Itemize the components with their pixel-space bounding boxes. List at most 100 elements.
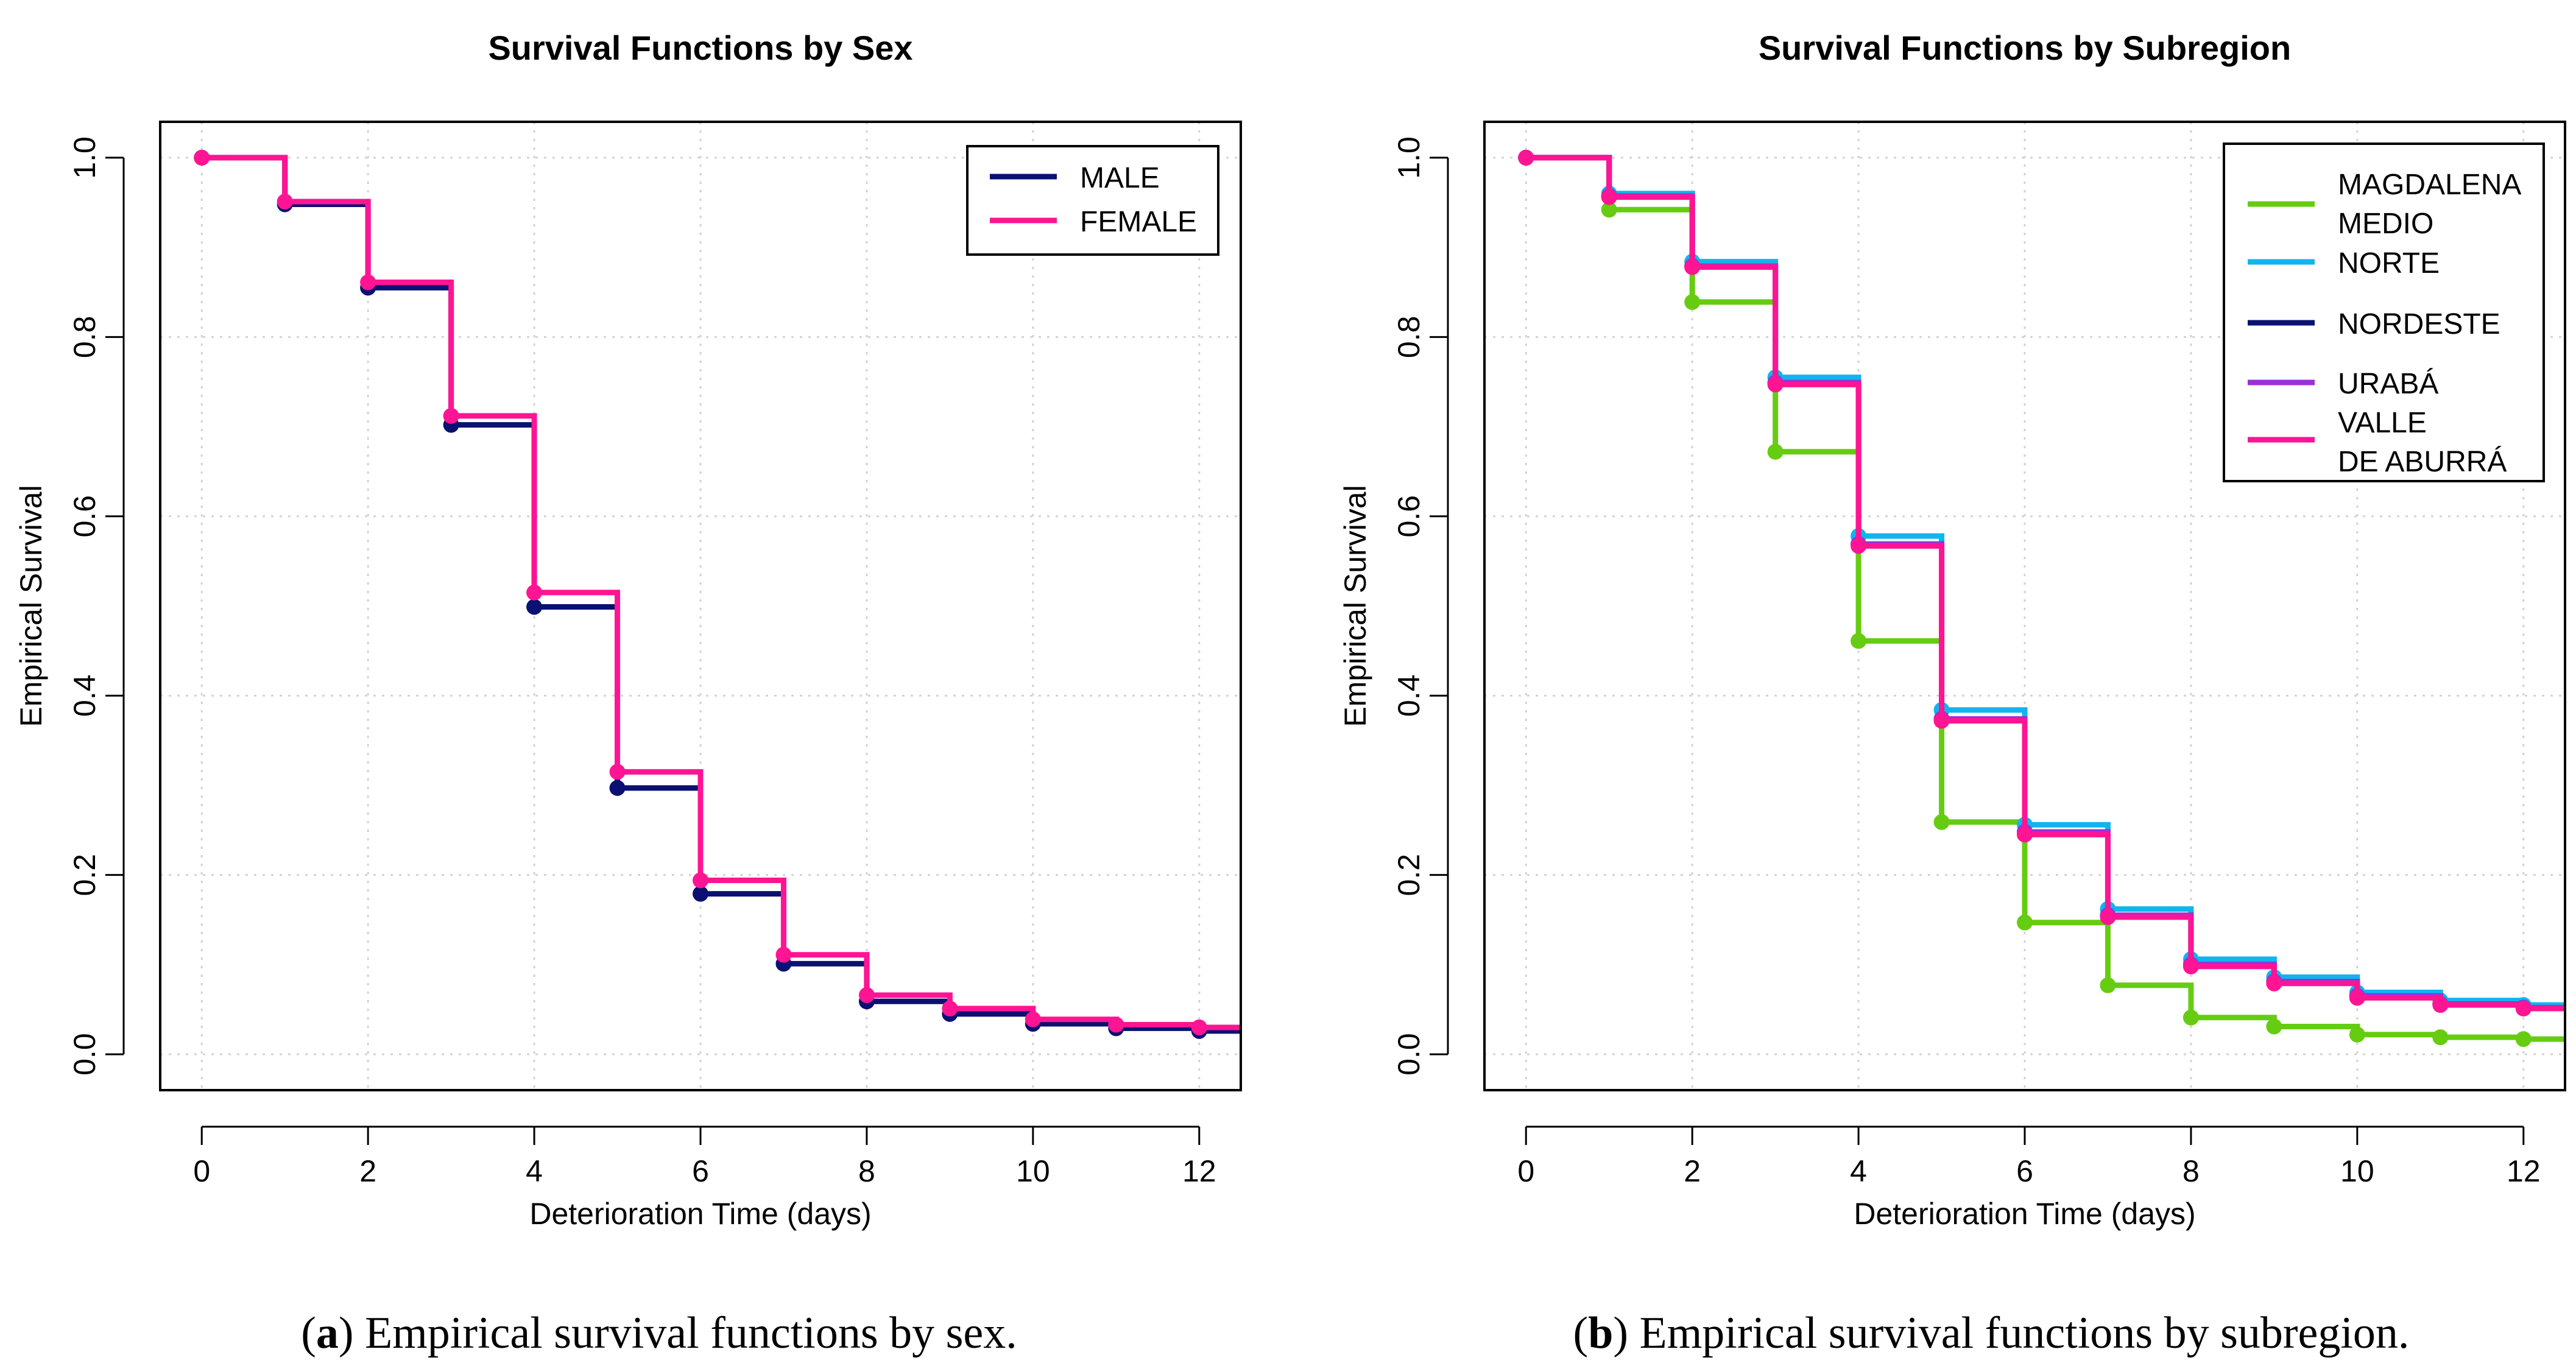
- x-tick-label: 6: [2016, 1154, 2033, 1188]
- y-tick-label: 0.4: [68, 674, 102, 717]
- x-tick-label: 10: [2340, 1154, 2374, 1188]
- legend-label-2: FEMALE: [1080, 206, 1197, 238]
- y-tick-label: 0.6: [68, 495, 102, 538]
- data-point: [2100, 977, 2116, 993]
- caption-a: (a) Empirical survival functions by sex.: [301, 1308, 1017, 1358]
- data-point: [942, 1001, 958, 1017]
- data-point: [1684, 294, 1701, 310]
- legend-label-line: NORDESTE: [2338, 308, 2500, 340]
- legend-label-line: FEMALE: [1080, 206, 1197, 238]
- x-tick-label: 0: [1517, 1154, 1534, 1188]
- x-tick-label: 12: [1182, 1154, 1216, 1188]
- x-tick-label: 10: [1016, 1154, 1050, 1188]
- plot-frame: [1483, 121, 2566, 1091]
- x-tick-label: 6: [692, 1154, 709, 1188]
- data-point: [2432, 1029, 2449, 1046]
- data-point: [2017, 826, 2033, 843]
- chart-panel-subregion: Survival Functions by Subregion 0 2 4 6 8 10 12…: [1338, 29, 2566, 1231]
- caption-b: (b) Empirical survival functions by subr…: [1573, 1308, 2410, 1358]
- data-point: [194, 149, 210, 166]
- plot-frame: [159, 121, 1242, 1091]
- x-tick-label: 4: [1850, 1154, 1867, 1188]
- series-line-1: [1526, 155, 2565, 1042]
- series-line-2: [202, 155, 1241, 1030]
- caption-b-letter: b: [1588, 1308, 1613, 1358]
- y-tick-label: 0.6: [1392, 495, 1426, 538]
- x-tick-label: 2: [1684, 1154, 1701, 1188]
- data-point: [1108, 1016, 1124, 1033]
- data-point: [1191, 1019, 1207, 1035]
- y-tick-label: 0.2: [68, 854, 102, 896]
- data-point: [1025, 1011, 1041, 1027]
- legend: MAGDALENA MEDIO NORTE NORDESTE URABÁ VALLE DE …: [2223, 143, 2545, 482]
- caption-a-text: ) Empirical survival functions by sex.: [339, 1308, 1017, 1358]
- data-point: [1933, 713, 1950, 729]
- data-point: [443, 407, 459, 424]
- caption-a-letter: a: [316, 1308, 339, 1358]
- legend-label-3: NORDESTE: [2338, 308, 2500, 340]
- legend-label-1: MAGDALENA MEDIO: [2338, 169, 2521, 240]
- legend-label-1: MALE: [1080, 162, 1160, 194]
- legend: MALE FEMALE: [966, 145, 1219, 256]
- data-point: [360, 274, 376, 291]
- data-point: [1518, 149, 1534, 166]
- y-tick-label: 0.8: [1392, 316, 1426, 359]
- y-tick-label: 0.0: [1392, 1033, 1426, 1076]
- data-point: [1933, 814, 1950, 830]
- data-point: [526, 584, 543, 600]
- data-point: [2017, 914, 2033, 931]
- x-tick-label: 2: [359, 1154, 376, 1188]
- legend-box: [2223, 143, 2545, 482]
- data-point: [1767, 376, 1784, 393]
- data-point: [277, 194, 293, 210]
- legend-label-line: URABÁ: [2338, 368, 2438, 400]
- y-tick-label: 1.0: [1392, 136, 1426, 179]
- data-point: [2432, 997, 2449, 1013]
- data-point: [609, 780, 626, 796]
- data-point: [2100, 909, 2116, 925]
- data-point: [2349, 990, 2365, 1006]
- data-point: [2266, 1018, 2282, 1035]
- x-tick-label: 12: [2507, 1154, 2541, 1188]
- chart-title: Survival Functions by Sex: [488, 29, 912, 67]
- y-tick-label: 0.2: [1392, 854, 1426, 896]
- legend-label-line: VALLE: [2338, 407, 2427, 439]
- x-tick-label: 8: [858, 1154, 875, 1188]
- data-point: [2515, 1001, 2532, 1017]
- y-axis-label: Empirical Survival: [1338, 485, 1372, 727]
- legend-label-line: MALE: [1080, 162, 1160, 194]
- data-point: [526, 599, 543, 615]
- data-point: [1767, 443, 1784, 460]
- series-line-2: [1526, 155, 2565, 1008]
- x-tick-label: 0: [193, 1154, 210, 1188]
- legend-label-line: NORTE: [2338, 247, 2440, 280]
- y-tick-label: 0.8: [68, 316, 102, 359]
- x-tick-label: 4: [526, 1154, 543, 1188]
- x-tick-label: 8: [2183, 1154, 2200, 1188]
- data-point: [1601, 189, 1617, 205]
- data-point: [1684, 259, 1701, 275]
- data-point: [775, 946, 792, 963]
- y-tick-label: 0.0: [68, 1033, 102, 1076]
- data-point: [2349, 1026, 2365, 1043]
- legend-label-line: MEDIO: [2338, 208, 2433, 240]
- legend-label-line: MAGDALENA: [2338, 169, 2521, 201]
- legend-box: [966, 145, 1219, 256]
- legend-label-line: DE ABURRÁ: [2338, 446, 2507, 478]
- y-tick-label: 0.4: [1392, 674, 1426, 717]
- data-point: [2515, 1031, 2532, 1048]
- data-point: [2266, 975, 2282, 991]
- series-line-1: [202, 155, 1241, 1034]
- legend-label-5: VALLE DE ABURRÁ: [2338, 407, 2507, 478]
- data-point: [609, 764, 626, 780]
- data-point: [858, 987, 875, 1003]
- series-line-5: [1526, 155, 2565, 1012]
- data-point: [693, 886, 708, 902]
- data-point: [1601, 202, 1617, 218]
- chart-panel-sex: Survival Functions by Sex 0 2 4 6 8 10 12 0.0 0.2…: [14, 29, 1242, 1231]
- chart-title: Survival Functions by Subregion: [1759, 29, 2291, 67]
- caption-b-text: ) Empirical survival functions by subreg…: [1613, 1308, 2409, 1358]
- data-point: [693, 872, 708, 889]
- data-point: [2183, 1009, 2199, 1026]
- data-point: [1851, 633, 1867, 649]
